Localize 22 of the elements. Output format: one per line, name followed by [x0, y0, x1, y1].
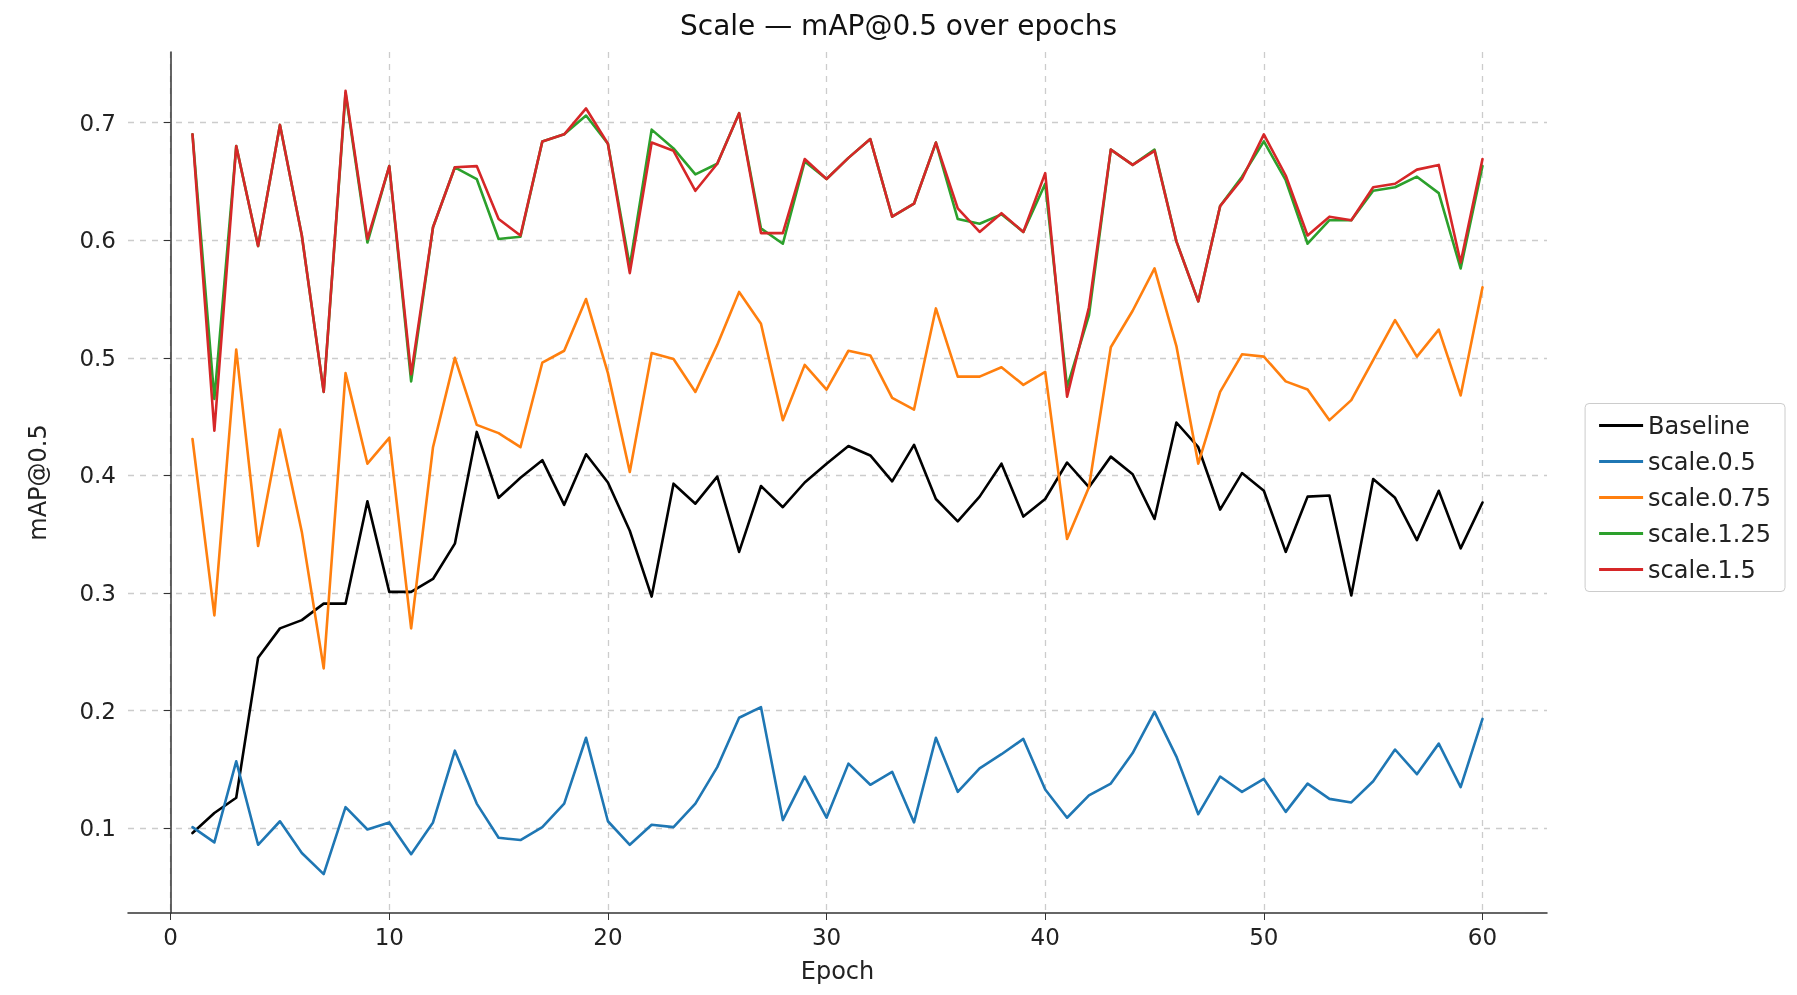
legend-label: scale.1.25 [1648, 519, 1771, 548]
y-tick-label: 0.4 [79, 462, 116, 489]
legend-label: scale.0.75 [1648, 483, 1771, 512]
x-tick-label: 0 [163, 923, 178, 950]
y-tick-label: 0.6 [79, 227, 116, 254]
chart-title: Scale — mAP@0.5 over epochs [679, 8, 1118, 42]
x-tick-label: 30 [811, 923, 842, 950]
y-tick-label: 0.2 [79, 697, 116, 724]
y-tick-label: 0.3 [79, 580, 116, 607]
y-tick-label: 0.5 [79, 344, 116, 371]
x-tick-label: 50 [1249, 923, 1279, 950]
y-axis-title: mAP@0.5 [24, 424, 52, 541]
x-tick-label: 20 [593, 923, 623, 950]
x-tick-label: 60 [1467, 923, 1498, 950]
legend-label: Baseline [1648, 411, 1750, 440]
x-tick-label: 40 [1030, 923, 1060, 950]
y-tick-label: 0.7 [79, 109, 116, 136]
y-tick-label: 0.1 [79, 815, 116, 842]
x-tick-label: 10 [374, 923, 404, 950]
x-axis-title: Epoch [800, 957, 875, 985]
legend-label: scale.1.5 [1648, 555, 1756, 584]
legend-label: scale.0.5 [1648, 447, 1756, 476]
